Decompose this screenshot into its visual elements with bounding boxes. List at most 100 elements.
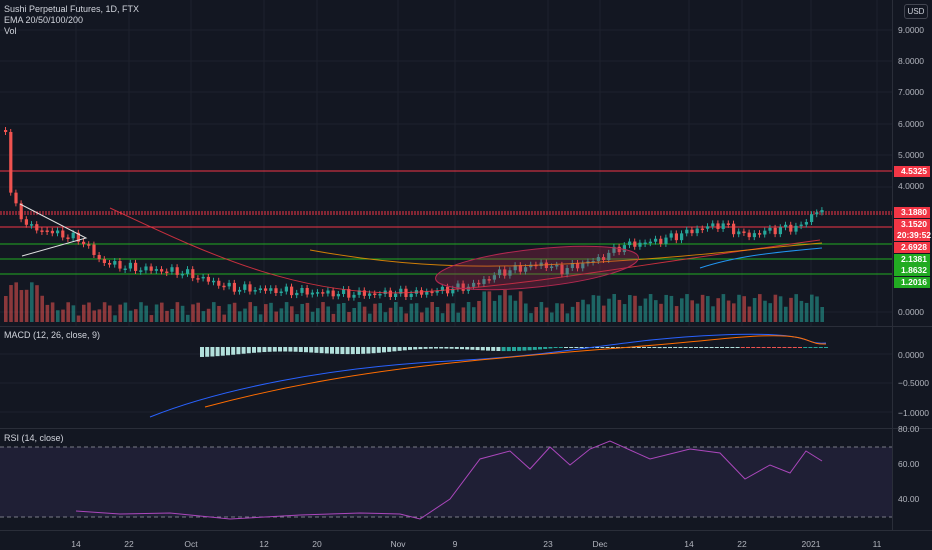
macd-histogram-bar — [475, 347, 480, 351]
volume-bar — [102, 302, 107, 322]
rsi-band — [0, 447, 892, 517]
candle-body — [165, 271, 169, 274]
candle-body — [680, 233, 684, 241]
volume-bar — [71, 305, 76, 322]
candle-body — [768, 227, 772, 231]
macd-histogram-bar — [439, 347, 444, 349]
candle-body — [711, 223, 715, 227]
candle-body — [118, 261, 122, 269]
volume-bar — [498, 295, 502, 322]
candle-body — [602, 257, 606, 261]
price-tick: 9.0000 — [898, 25, 924, 35]
volume-bar — [82, 304, 86, 322]
symbol-legend[interactable]: Sushi Perpetual Futures, 1D, FTX — [4, 4, 140, 14]
candle-body — [154, 269, 158, 271]
volume-bar — [456, 312, 460, 322]
candle-body — [352, 294, 356, 298]
candle-body — [685, 229, 689, 234]
candle-body — [529, 264, 533, 268]
macd-histogram-bar — [720, 347, 724, 348]
macd-histogram-bar — [496, 347, 501, 352]
volume-bar — [284, 302, 289, 322]
candle-body — [628, 241, 632, 246]
volume-bar — [87, 302, 91, 322]
volume-bar — [9, 285, 13, 322]
macd-histogram-bar — [548, 347, 553, 349]
volume-bar — [316, 308, 320, 322]
candle-body — [264, 288, 268, 291]
macd-histogram-bar — [699, 347, 704, 348]
volume-bar — [238, 311, 242, 322]
macd-histogram-bar — [418, 347, 423, 350]
candle-body — [622, 245, 626, 253]
volume-bar — [40, 295, 44, 322]
volume-bar — [404, 313, 408, 322]
time-tick: 20 — [312, 539, 322, 549]
rsi-canvas[interactable] — [0, 429, 892, 530]
macd-legend[interactable]: MACD (12, 26, close, 9) — [4, 330, 101, 340]
volume-bar — [305, 302, 310, 322]
candle-body — [102, 259, 106, 263]
volume-bar — [565, 313, 570, 322]
volume-bar — [175, 302, 180, 322]
volume-bar — [576, 302, 580, 322]
volume-bar — [596, 295, 601, 322]
candle-body — [440, 286, 444, 291]
volume-legend[interactable]: Vol — [4, 26, 17, 36]
candle-body — [342, 289, 346, 294]
rsi-legend[interactable]: RSI (14, close) — [4, 433, 64, 443]
macd-histogram-bar — [777, 347, 782, 348]
candle-body — [201, 276, 205, 279]
candle-body — [700, 228, 704, 231]
volume-bar — [134, 309, 138, 322]
volume-bar — [695, 303, 700, 322]
candle-body — [196, 278, 200, 280]
macd-tick: 0.0000 — [898, 350, 924, 360]
macd-histogram-bar — [382, 347, 386, 353]
volume-bar — [466, 302, 471, 322]
volume-bar — [352, 307, 356, 322]
candle-body — [373, 293, 377, 295]
candle-body — [4, 130, 8, 132]
price-chart-canvas[interactable] — [0, 0, 892, 326]
macd-histogram-bar — [252, 347, 256, 353]
candle-body — [560, 264, 564, 275]
macd-pane[interactable]: MACD (12, 26, close, 9) — [0, 327, 892, 428]
volume-bar — [154, 304, 159, 322]
candle-body — [160, 269, 164, 272]
macd-histogram-bar — [501, 347, 506, 352]
ema-legend[interactable]: EMA 20/50/100/200 — [4, 15, 84, 25]
volume-bar — [331, 313, 336, 322]
candle-body — [76, 232, 80, 242]
volume-bar — [212, 302, 216, 322]
macd-histogram-bar — [782, 347, 787, 348]
rsi-pane[interactable]: RSI (14, close) — [0, 429, 892, 530]
price-chart-pane[interactable]: Sushi Perpetual Futures, 1D, FTX EMA 20/… — [0, 0, 892, 326]
price-scale[interactable] — [892, 0, 932, 530]
time-tick: 11 — [872, 539, 882, 549]
pane-separator-1[interactable] — [0, 326, 932, 327]
candle-body — [35, 224, 39, 231]
macd-canvas[interactable] — [0, 327, 892, 428]
macd-histogram-bar — [345, 347, 350, 355]
macd-histogram-bar — [688, 347, 693, 348]
volume-bar — [674, 306, 679, 322]
volume-bar — [264, 304, 268, 322]
volume-bar — [513, 300, 518, 322]
currency-button[interactable]: USD — [904, 4, 928, 19]
candle-body — [399, 288, 403, 294]
macd-histogram-bar — [314, 347, 319, 353]
candle-body — [565, 268, 569, 275]
price-tag-level-3: 2.6928 — [894, 242, 930, 253]
candle-body — [633, 241, 637, 247]
volume-bar — [279, 308, 284, 322]
macd-histogram-bar — [631, 347, 636, 348]
volume-bar — [648, 294, 653, 322]
volume-bar — [45, 304, 50, 322]
candle-body — [581, 263, 585, 269]
candle-body — [674, 233, 678, 241]
volume-bar — [716, 298, 720, 322]
volume-bar — [534, 307, 538, 322]
volume-bar — [180, 305, 185, 322]
pane-separator-2[interactable] — [0, 428, 932, 429]
